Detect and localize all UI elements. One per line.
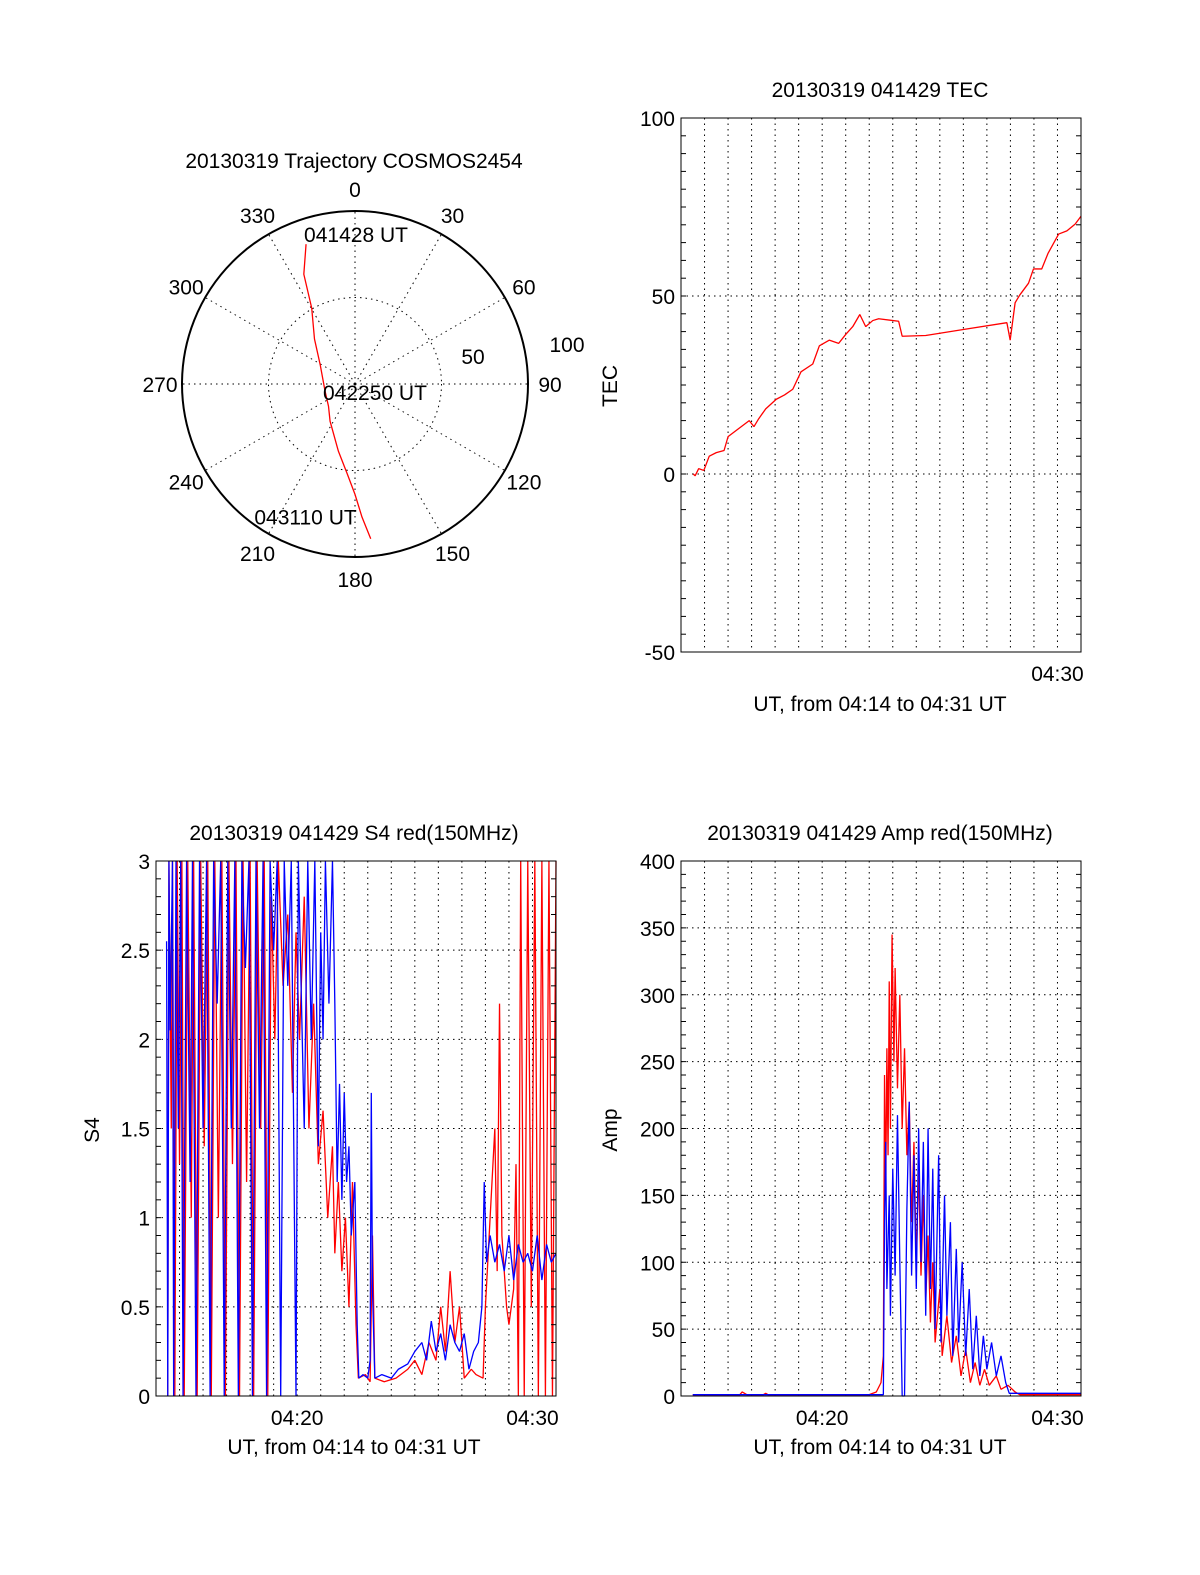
polar-trajectory-chart: 20130319 Trajectory COSMOS2454 0 30 60 90 12… [142, 150, 584, 592]
polar-angle-label: 240 [169, 472, 204, 495]
s4-ytick-label: 0 [138, 1386, 150, 1409]
tec-xlabel: UT, from 04:14 to 04:31 UT [753, 693, 1006, 716]
s4-xtick-label: 04:20 [271, 1407, 324, 1430]
polar-angle-label: 300 [169, 277, 204, 300]
tec-ylabel: TEC [599, 365, 622, 407]
amp-series-red [692, 934, 1081, 1396]
polar-spoke [354, 383, 506, 471]
polar-angle-label: 120 [506, 472, 541, 495]
tec-title: 20130319 041429 TEC [772, 79, 989, 102]
amp-title: 20130319 041429 Amp red(150MHz) [707, 822, 1053, 845]
s4-ytick-label: 0.5 [121, 1297, 150, 1320]
tec-ytick-label: 0 [663, 464, 675, 487]
tec-ytick-label: -50 [645, 642, 675, 665]
polar-angle-label: 90 [538, 374, 561, 397]
s4-ytick-label: 2.5 [121, 940, 150, 963]
polar-angle-label: 180 [337, 569, 372, 592]
tec-ytick-label: 100 [640, 108, 675, 131]
polar-spoke [354, 297, 506, 385]
polar-trajectory-line [303, 244, 372, 539]
polar-angle-label: 330 [240, 205, 275, 228]
amp-series-blue [692, 1101, 1081, 1397]
amp-xtick-label: 04:30 [1031, 1407, 1084, 1430]
polar-angle-label: 0 [349, 179, 361, 202]
amp-xtick-label: 04:20 [796, 1407, 849, 1430]
amp-ylabel: Amp [599, 1108, 622, 1151]
polar-end-label: 043110 UT [254, 507, 357, 530]
s4-xtick-label: 04:30 [506, 1407, 559, 1430]
amp-ytick-label: 250 [640, 1052, 675, 1075]
s4-ytick-label: 3 [138, 851, 150, 874]
polar-title: 20130319 Trajectory COSMOS2454 [185, 150, 523, 173]
amp-ytick-label: 400 [640, 851, 675, 874]
s4-xlabel: UT, from 04:14 to 04:31 UT [227, 1436, 480, 1459]
polar-spoke [268, 233, 356, 385]
polar-angle-label: 270 [142, 374, 177, 397]
amp-ytick-label: 50 [652, 1319, 675, 1342]
polar-spoke [204, 297, 356, 385]
polar-spoke [204, 383, 356, 471]
polar-angle-label: 30 [441, 205, 464, 228]
s4-chart: 20130319 041429 S4 red(150MHz) UT, from … [81, 822, 559, 1459]
amp-ytick-label: 350 [640, 918, 675, 941]
s4-ytick-label: 1 [138, 1208, 150, 1231]
s4-series-blue [165, 860, 557, 1397]
amp-chart: 20130319 041429 Amp red(150MHz) UT, from… [599, 822, 1084, 1459]
s4-ylabel: S4 [81, 1117, 104, 1143]
amp-ytick-label: 300 [640, 985, 675, 1008]
tec-chart: 20130319 041429 TEC UT, from 04:14 to 04… [599, 79, 1084, 716]
amp-ytick-label: 0 [663, 1386, 675, 1409]
polar-grid-ring [268, 297, 442, 471]
polar-spoke [268, 383, 356, 535]
polar-radius-label: 100 [549, 334, 584, 357]
polar-angle-label: 150 [435, 543, 470, 566]
polar-radius-label: 50 [461, 346, 484, 369]
tec-xtick-label: 04:30 [1031, 663, 1084, 686]
tec-series-TEC [692, 215, 1082, 477]
tec-ytick-label: 50 [652, 286, 675, 309]
amp-ytick-label: 200 [640, 1119, 675, 1142]
polar-outer-ring [181, 210, 529, 558]
polar-angle-label: 210 [240, 543, 275, 566]
polar-start-label: 041428 UT [304, 224, 408, 247]
polar-spoke [354, 233, 442, 385]
polar-middle-label: 042250 UT [323, 382, 427, 405]
s4-ytick-label: 2 [138, 1029, 150, 1052]
amp-ytick-label: 100 [640, 1252, 675, 1275]
s4-ytick-label: 1.5 [121, 1119, 150, 1142]
polar-spoke [354, 383, 442, 535]
s4-series-red [167, 860, 557, 1397]
polar-angle-label: 60 [512, 277, 535, 300]
amp-ytick-label: 150 [640, 1185, 675, 1208]
s4-title: 20130319 041429 S4 red(150MHz) [189, 822, 518, 845]
amp-xlabel: UT, from 04:14 to 04:31 UT [753, 1436, 1006, 1459]
